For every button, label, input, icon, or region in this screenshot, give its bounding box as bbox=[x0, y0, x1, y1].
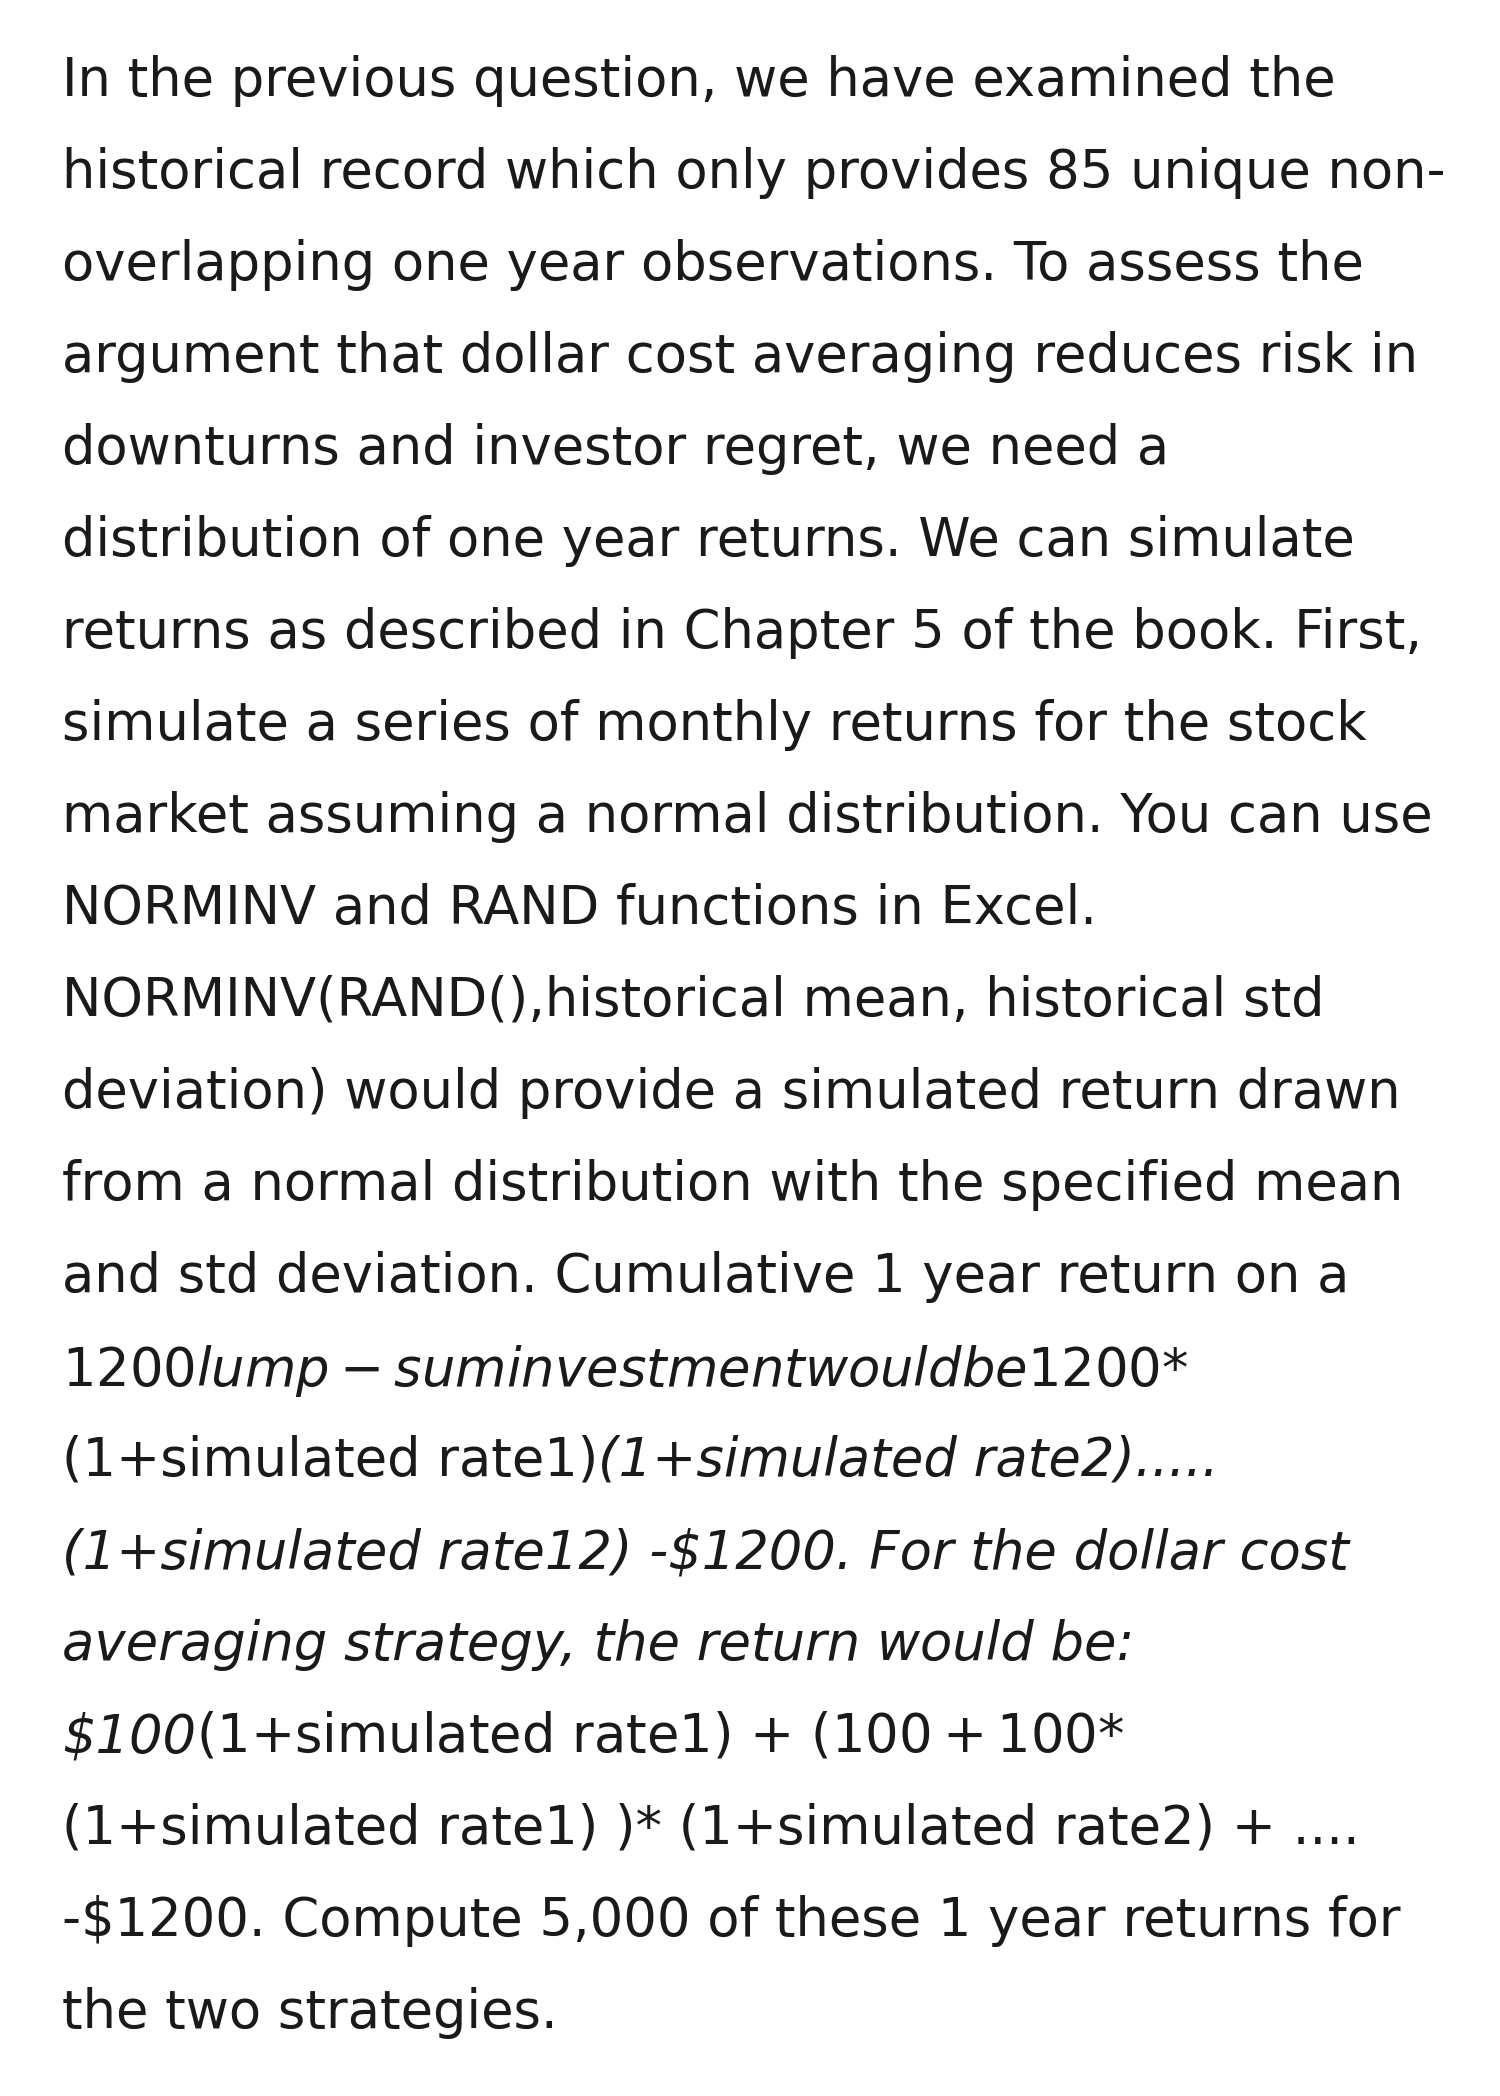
Text: (1+simulated rate1): (1+simulated rate1) bbox=[62, 1436, 599, 1486]
Text: historical record which only provides 85 unique non-: historical record which only provides 85… bbox=[62, 147, 1446, 199]
Text: $1200 lump-sum investment would be $1200*: $1200 lump-sum investment would be $1200… bbox=[62, 1344, 1188, 1398]
Text: argument that dollar cost averaging reduces risk in: argument that dollar cost averaging redu… bbox=[62, 331, 1417, 384]
Text: averaging strategy, the return would be:: averaging strategy, the return would be: bbox=[62, 1618, 1134, 1671]
Text: market assuming a normal distribution. You can use: market assuming a normal distribution. Y… bbox=[62, 790, 1432, 843]
Text: NORMINV(RAND(),historical mean, historical std: NORMINV(RAND(),historical mean, historic… bbox=[62, 975, 1324, 1027]
Text: from a normal distribution with the specified mean: from a normal distribution with the spec… bbox=[62, 1159, 1404, 1211]
Text: overlapping one year observations. To assess the: overlapping one year observations. To as… bbox=[62, 239, 1364, 291]
Text: downturns and investor regret, we need a: downturns and investor regret, we need a bbox=[62, 423, 1168, 476]
Text: (1+simulated rate12) -$1200. For the dollar cost: (1+simulated rate12) -$1200. For the dol… bbox=[62, 1528, 1348, 1578]
Text: the two strategies.: the two strategies. bbox=[62, 1987, 558, 2039]
Text: distribution of one year returns. We can simulate: distribution of one year returns. We can… bbox=[62, 516, 1354, 568]
Text: returns as described in Chapter 5 of the book. First,: returns as described in Chapter 5 of the… bbox=[62, 608, 1422, 658]
Text: NORMINV and RAND functions in Excel.: NORMINV and RAND functions in Excel. bbox=[62, 882, 1096, 935]
Text: (1+simulated rate2).....: (1+simulated rate2)..... bbox=[598, 1436, 1220, 1486]
Text: $100: $100 bbox=[62, 1710, 196, 1763]
Text: In the previous question, we have examined the: In the previous question, we have examin… bbox=[62, 54, 1335, 107]
Text: -$1200. Compute 5,000 of these 1 year returns for: -$1200. Compute 5,000 of these 1 year re… bbox=[62, 1895, 1401, 1947]
Text: (1+simulated rate1) )* (1+simulated rate2) + ....: (1+simulated rate1) )* (1+simulated rate… bbox=[62, 1803, 1359, 1855]
Text: deviation) would provide a simulated return drawn: deviation) would provide a simulated ret… bbox=[62, 1067, 1401, 1119]
Text: (1+simulated rate1) + ($100 + $100*: (1+simulated rate1) + ($100 + $100* bbox=[196, 1710, 1125, 1763]
Text: simulate a series of monthly returns for the stock: simulate a series of monthly returns for… bbox=[62, 698, 1366, 750]
Text: and std deviation. Cumulative 1 year return on a: and std deviation. Cumulative 1 year ret… bbox=[62, 1251, 1350, 1304]
